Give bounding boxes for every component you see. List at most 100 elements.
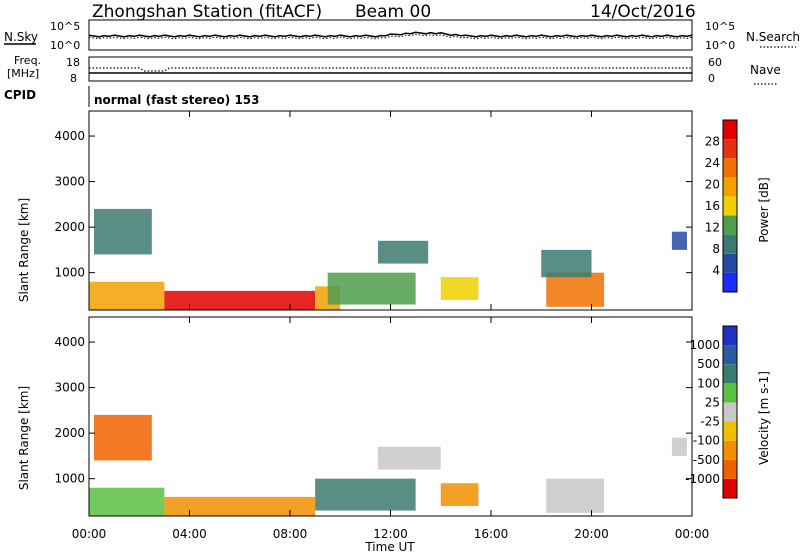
x-tick-label: 04:00: [172, 527, 207, 541]
colorbar-segment: [723, 215, 737, 235]
freq-panel-frame: [88, 56, 693, 82]
freq-label-1: Freq.: [14, 54, 41, 67]
colorbar-tick-label: -500: [693, 453, 720, 467]
colorbar-tick-label: 20: [705, 178, 720, 192]
colorbar-tick-label: 1000: [689, 338, 720, 352]
power-data: [89, 208, 687, 310]
freq-tick-top: 18: [66, 56, 80, 69]
x-tick-label: 16:00: [474, 527, 509, 541]
velocity-colorbar-label: Velocity [m s-1]: [757, 371, 771, 465]
data-region-3: [327, 272, 416, 305]
colorbar-segment: [723, 402, 737, 422]
y-tick-label: 1000: [54, 266, 85, 280]
colorbar-tick-label: -100: [693, 434, 720, 448]
data-region-7: [546, 272, 605, 307]
cpid-mode: normal (fast stereo) 153: [94, 93, 260, 107]
colorbar-tick-label: 25: [705, 395, 720, 409]
noise-right-label: N.Search: [746, 30, 800, 44]
colorbar-tick-label: -25: [700, 415, 720, 429]
velocity-data: [89, 414, 687, 516]
data-region-4: [377, 240, 429, 264]
data-region-4: [377, 446, 441, 470]
noise-panel-frame: [88, 19, 693, 51]
velocity-ylabel: Slant Range [km]: [17, 386, 31, 490]
noise-search-line: [88, 33, 693, 40]
data-region-0: [89, 281, 165, 310]
colorbar-segment: [723, 234, 737, 254]
beam-title: Beam 00: [355, 2, 431, 22]
colorbar-tick-label: 28: [705, 135, 720, 149]
colorbar-segment: [723, 326, 737, 346]
noise-trace: [88, 31, 693, 40]
x-tick-label: 00:00: [675, 527, 710, 541]
noise-sky-line: [88, 31, 693, 38]
colorbar-segment: [723, 158, 737, 178]
power-yticks: 1000 2000 3000 4000: [54, 129, 692, 280]
colorbar-segment: [723, 272, 737, 292]
nave-tick-top: 60: [708, 56, 722, 69]
colorbar-tick-label: 4: [712, 264, 720, 278]
y-tick-label: 2000: [54, 426, 85, 440]
noise-left-tick-bottom: 10^0: [50, 39, 80, 52]
colorbar-segment: [723, 345, 737, 365]
noise-right-tick-bottom: 10^0: [705, 39, 735, 52]
x-tick-label: 00:00: [72, 527, 107, 541]
power-colorbar: 4 8 12 16 20 24 28: [705, 119, 738, 293]
colorbar-segment: [723, 440, 737, 460]
data-region-6: [546, 478, 605, 513]
colorbar-tick-label: 24: [705, 156, 720, 170]
colorbar-tick-label: 8: [712, 242, 720, 256]
colorbar-segment: [723, 478, 737, 498]
colorbar-frame: [722, 325, 738, 499]
colorbar-tick-label: 100: [697, 376, 720, 390]
colorbar-segment: [723, 120, 737, 140]
date-title: 14/Oct/2016: [590, 2, 696, 22]
nave-line: [89, 67, 692, 72]
colorbar-segment: [723, 253, 737, 273]
data-region-5: [94, 208, 152, 255]
data-region-1: [164, 496, 316, 516]
noise-right-tick-top: 10^5: [705, 20, 735, 33]
cpid-label: CPID: [4, 88, 36, 102]
x-tick-label: 12:00: [373, 527, 408, 541]
station-title: Zhongshan Station (fitACF): [92, 2, 322, 22]
colorbar-segment: [723, 459, 737, 479]
data-region-0: [89, 487, 165, 516]
y-tick-label: 2000: [54, 220, 85, 234]
colorbar-segment: [723, 421, 737, 441]
colorbar-tick-label: 12: [705, 221, 720, 235]
colorbar-segment: [723, 196, 737, 216]
y-tick-label: 1000: [54, 472, 85, 486]
data-region-9: [671, 231, 687, 250]
data-region-8: [541, 249, 592, 278]
noise-left-tick-top: 10^5: [50, 20, 80, 33]
freq-tick-bottom: 8: [70, 72, 77, 85]
data-region-7: [671, 437, 687, 456]
colorbar-frame: [722, 119, 738, 293]
colorbar-tick-label: 500: [697, 357, 720, 371]
x-axis-ticks: 00:00 04:00 08:00 12:00 16:00 20:00 00:00: [72, 111, 710, 541]
y-tick-label: 3000: [54, 175, 85, 189]
colorbar-tick-label: -1000: [685, 472, 720, 486]
y-tick-label: 4000: [54, 335, 85, 349]
freq-label-2: [MHz]: [7, 67, 39, 80]
nave-label: Nave: [750, 63, 781, 77]
data-region-1: [164, 290, 316, 310]
colorbar-segment: [723, 177, 737, 197]
x-tick-label: 20:00: [574, 527, 609, 541]
x-axis-label: Time UT: [364, 540, 415, 554]
freq-trace: [89, 67, 692, 74]
velocity-colorbar: 1000 500 100 25 -25 -100 -500 -1000: [685, 325, 738, 499]
velocity-yticks: 1000 2000 3000 4000: [54, 335, 692, 486]
power-ylabel: Slant Range [km]: [17, 198, 31, 302]
data-region-6: [440, 277, 479, 300]
data-region-2: [315, 478, 416, 511]
data-region-5: [440, 483, 479, 506]
nave-tick-bottom: 0: [708, 72, 715, 85]
noise-left-label: N.Sky: [4, 30, 38, 44]
colorbar-segment: [723, 139, 737, 159]
colorbar-tick-label: 16: [705, 199, 720, 213]
colorbar-segment: [723, 364, 737, 384]
y-tick-label: 3000: [54, 381, 85, 395]
